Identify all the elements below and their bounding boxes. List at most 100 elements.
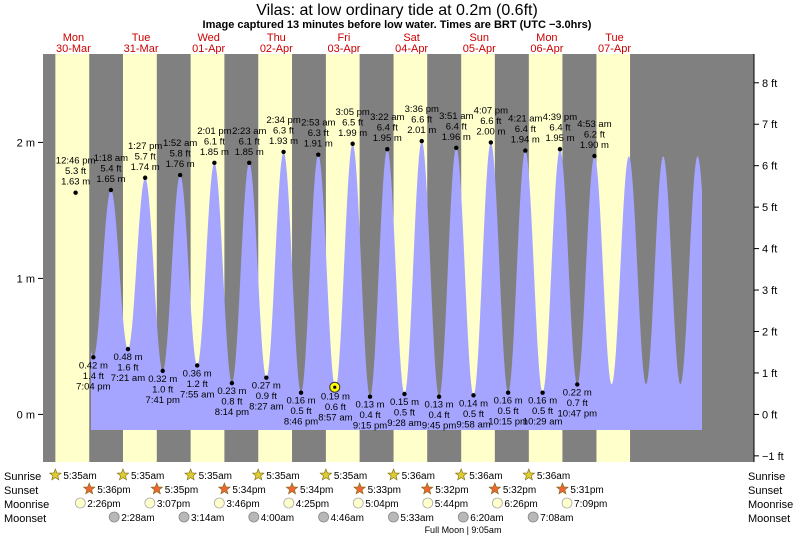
tide-extreme-label: 1.91 m — [304, 139, 333, 150]
sunset-time: 5:33pm — [368, 485, 401, 496]
tide-extreme-label: 0.4 ft — [359, 410, 380, 421]
tide-extreme-label: 6.3 ft — [273, 125, 294, 136]
moonset-moon-icon — [457, 511, 469, 523]
day-header-dow: Sun — [469, 32, 489, 44]
tide-extreme-label: 1:52 am — [163, 138, 197, 149]
tide-extreme-label: 1.94 m — [511, 135, 540, 146]
moonrise-time: 3:07pm — [157, 499, 190, 510]
tide-extreme-label: 0.9 ft — [256, 391, 277, 402]
tide-extreme-label: 1.0 ft — [152, 384, 173, 395]
tide-curve — [91, 141, 702, 431]
tide-extreme-label: 6.4 ft — [549, 123, 570, 134]
tide-extreme-label: 3:36 pm — [405, 104, 439, 115]
moonrise-moon-icon — [144, 497, 156, 509]
tide-extreme-point — [350, 141, 355, 146]
tide-extreme-label: 0.27 m — [252, 381, 281, 392]
tide-extreme-label: 10:29 am — [523, 417, 563, 428]
tide-extreme-label: 0.7 ft — [567, 398, 588, 409]
day-header-dow: Mon — [63, 32, 84, 44]
tide-extreme-label: 0.15 m — [390, 397, 419, 408]
moonset-moon-icon — [388, 511, 399, 523]
tide-extreme-label: 0.23 m — [217, 386, 246, 397]
chart-subtitle: Image captured 13 minutes before low wat… — [203, 19, 592, 31]
sunrise-star-icon — [522, 468, 536, 481]
tide-extreme-label: 0.13 m — [425, 400, 454, 411]
moonset-time: 7:08am — [540, 513, 573, 524]
sunrise-row-label-right: Sunrise — [748, 471, 785, 483]
sunset-time: 5:31pm — [570, 485, 603, 496]
sunrise-time: 5:36am — [469, 471, 502, 482]
tide-extreme-label: 6.3 ft — [308, 128, 329, 139]
tide-extreme-point — [419, 138, 424, 144]
day-header-dow: Tue — [132, 32, 151, 44]
tide-extreme-label: 2:01 pm — [197, 126, 231, 137]
tide-extreme-point — [385, 147, 390, 152]
day-header-date: 06-Apr — [530, 43, 563, 55]
moonrise-row-label-right: Moonrise — [748, 499, 793, 511]
tide-extreme-label: 2.00 m — [476, 126, 505, 137]
day-header-date: 01-Apr — [192, 43, 225, 55]
tide-extreme-label: 2:53 am — [301, 118, 335, 129]
tide-extreme-label: 5.7 ft — [135, 151, 156, 162]
tide-extreme-label: 0.32 m — [148, 374, 177, 385]
sunset-star-icon — [217, 482, 231, 495]
tide-extreme-point — [402, 391, 407, 397]
tide-extreme-label: 9:45 pm — [422, 421, 456, 432]
tide-extreme-point — [592, 153, 597, 159]
sunrise-time: 5:35am — [199, 471, 232, 482]
sunrise-row-label-left: Sunrise — [4, 471, 41, 483]
sunrise-time: 5:35am — [334, 471, 367, 482]
tide-extreme-label: 0.42 m — [79, 360, 108, 371]
sunset-star-icon — [353, 482, 367, 495]
tide-extreme-labels: 12:46 pm5.3 ft1.63 m 0.42 m1.4 ft7:04 pm 1… — [56, 104, 612, 432]
tide-extreme-label: 0.5 ft — [532, 406, 553, 417]
sunrise-time: 5:35am — [63, 471, 96, 482]
tide-extreme-label: 1.76 m — [166, 159, 195, 170]
tide-extreme-label: 0.16 m — [528, 396, 557, 407]
tide-extreme-label: 1.99 m — [338, 128, 367, 139]
moonset-moon-icon — [318, 511, 329, 523]
tide-extreme-point — [212, 160, 217, 165]
tide-extreme-point — [557, 147, 563, 152]
moonset-moon-icon — [178, 511, 190, 523]
day-header-dow: Sat — [403, 32, 420, 44]
tide-extreme-label: 7:21 am — [111, 373, 145, 384]
sunset-time: 5:35pm — [165, 485, 198, 496]
astronomy-rows: Sunrise Sunset Moonrise Moonset Sunrise … — [4, 468, 793, 535]
moonset-moon-icon — [527, 511, 539, 523]
moonset-row-label-left: Moonset — [4, 513, 46, 525]
tide-extreme-label: 0.16 m — [494, 396, 523, 407]
tide-extreme-label: 7:55 am — [180, 389, 214, 400]
moonrise-time: 7:09pm — [574, 499, 607, 510]
right-axis-label: 2 ft — [762, 326, 777, 338]
tide-extreme-label: 1.95 m — [373, 133, 402, 144]
tide-extreme-label: 0.4 ft — [429, 410, 450, 421]
tide-extreme-point — [229, 380, 235, 386]
left-axis-label: 2 m — [17, 137, 35, 149]
tide-extreme-point — [523, 148, 528, 153]
tide-extreme-point — [575, 382, 580, 387]
tide-extreme-point — [281, 149, 286, 155]
tide-extreme-label: 2:34 pm — [266, 115, 300, 126]
tide-extreme-label: 0.5 ft — [290, 406, 311, 417]
tide-extreme-label: 3:05 pm — [335, 107, 369, 118]
tide-extreme-point — [505, 390, 511, 395]
sunset-star-icon — [150, 482, 164, 495]
moonrise-row-label-left: Moonrise — [4, 499, 49, 511]
tide-extreme-point — [247, 160, 252, 165]
tide-extreme-label: 0.5 ft — [463, 409, 484, 420]
tide-extreme-label: 7:04 pm — [76, 381, 110, 392]
tide-extreme-point — [264, 375, 269, 380]
tide-extreme-label: 3:22 am — [370, 112, 404, 123]
moonrise-time: 4:25pm — [296, 499, 329, 510]
moonrise-time: 5:04pm — [365, 499, 398, 510]
tide-extreme-label: 6.6 ft — [411, 115, 432, 126]
tide-extreme-label: 9:58 am — [456, 419, 490, 430]
day-header-date: 05-Apr — [463, 43, 496, 55]
sunset-star-icon — [555, 482, 569, 495]
tide-extreme-label: 9:15 pm — [353, 421, 387, 432]
sunset-time: 5:36pm — [97, 485, 130, 496]
tide-extreme-label: 4:21 am — [508, 114, 542, 125]
day-header-date: 31-Mar — [124, 43, 159, 55]
tide-extreme-label: 6.1 ft — [204, 136, 225, 147]
